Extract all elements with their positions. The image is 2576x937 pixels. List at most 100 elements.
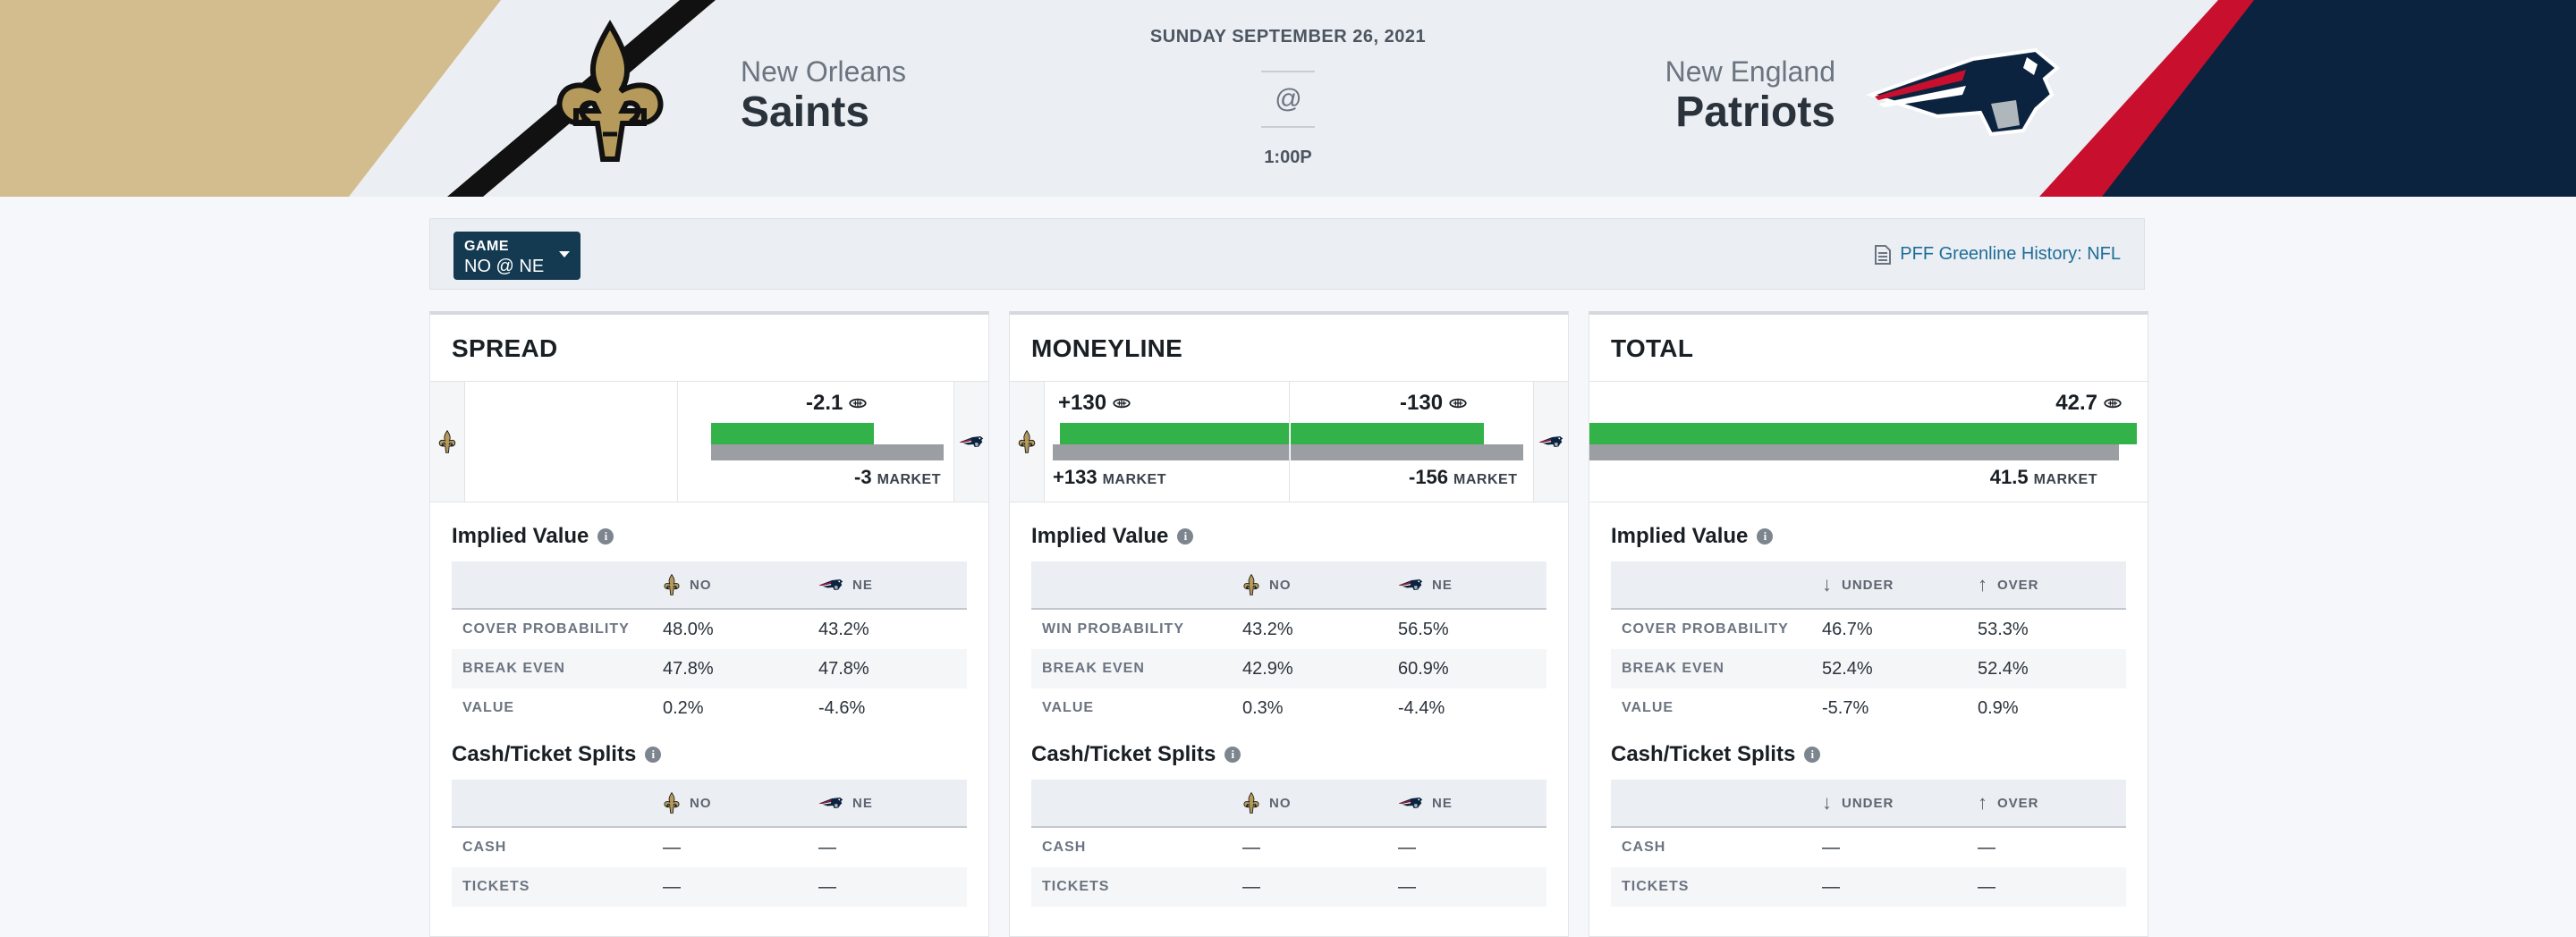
row-label: CASH <box>462 840 507 855</box>
market-label: MARKET <box>1453 472 1518 487</box>
table-row: CASH — — <box>1031 827 1546 867</box>
row-label: CASH <box>1622 840 1666 855</box>
info-icon[interactable]: i <box>1757 528 1774 544</box>
moneyline-title: MONEYLINE <box>1031 334 1183 362</box>
cell: 43.2% <box>1242 619 1293 639</box>
saints-logo-icon <box>1242 792 1260 814</box>
arrow-up-icon: ↑ <box>1978 573 1988 595</box>
table-row: COVER PROBABILITY 48.0% 43.2% <box>452 609 967 649</box>
implied-value-label: Implied Value <box>1031 524 1169 548</box>
col-home: NO <box>1269 795 1292 811</box>
game-header: New Orleans Saints SUNDAY SEPTEMBER 26, … <box>0 0 2576 197</box>
home-team-city: New Orleans <box>741 55 906 88</box>
moneyline-away-market: -156 MARKET <box>1409 466 1517 489</box>
cell: — <box>663 867 818 907</box>
table-row: BREAK EVEN 52.4% 52.4% <box>1611 649 2126 688</box>
market-label: MARKET <box>2033 472 2097 487</box>
cell: — <box>1822 837 1840 857</box>
info-icon[interactable]: i <box>1224 747 1241 763</box>
cell: 47.8% <box>818 649 967 688</box>
row-label: TICKETS <box>452 867 663 907</box>
moneyline-home-greenline-value: +130 <box>1058 391 1107 415</box>
cell: — <box>1978 837 1996 857</box>
info-icon[interactable]: i <box>597 528 614 544</box>
saints-logo-icon <box>556 20 664 162</box>
col-away: NE <box>1432 795 1453 811</box>
market-label: MARKET <box>1102 472 1166 487</box>
cell: 42.9% <box>1242 649 1398 688</box>
spread-implied-table: NO NE COVER PROBABILITY 48.0% 43.2% BREAK … <box>452 561 967 728</box>
arrow-down-icon: ↓ <box>1822 791 1833 814</box>
cell: — <box>818 837 836 857</box>
col-home: NO <box>690 795 712 811</box>
cell: 0.2% <box>663 697 704 718</box>
info-icon[interactable]: i <box>1177 528 1194 544</box>
cell: 53.3% <box>1978 619 2029 639</box>
home-team-banner <box>0 0 501 197</box>
game-info: SUNDAY SEPTEMBER 26, 2021 @ 1:00P <box>1109 27 1467 168</box>
info-icon[interactable]: i <box>1804 747 1821 763</box>
saints-logo-icon <box>1010 382 1045 502</box>
spread-splits-table: NO NE CASH — — TICKETS — — <box>452 780 967 907</box>
saints-logo-icon <box>1242 574 1260 595</box>
row-label: VALUE <box>462 700 515 715</box>
patriots-logo-icon <box>1866 47 2061 137</box>
table-row: COVER PROBABILITY 46.7% 53.3% <box>1611 609 2126 649</box>
game-time: 1:00P <box>1264 148 1312 167</box>
arrow-down-icon: ↓ <box>1822 573 1833 595</box>
patriots-logo-icon <box>1398 797 1423 809</box>
row-label: BREAK EVEN <box>1031 649 1242 688</box>
moneyline-home-greenline: +130 <box>1058 391 1131 416</box>
total-market-value: 41.5 <box>1989 466 2029 488</box>
cell: -4.4% <box>1398 697 1445 718</box>
info-icon[interactable]: i <box>645 747 662 763</box>
table-row: TICKETS — — <box>1031 867 1546 907</box>
spread-market-value: -3 <box>854 466 872 488</box>
table-row: VALUE 0.3% -4.4% <box>1031 688 1546 728</box>
col-under: UNDER <box>1842 795 1894 811</box>
cell: -4.6% <box>818 697 866 718</box>
row-label: TICKETS <box>1031 867 1242 907</box>
moneyline-card: MONEYLINE +130 +133 MARKET -130 -156 MARKE… <box>1009 311 1569 937</box>
cell: 48.0% <box>663 619 714 639</box>
splits-label: Cash/Ticket Splits <box>1031 742 1216 766</box>
table-row: CASH — — <box>452 827 967 867</box>
patriots-logo-icon <box>1398 578 1423 591</box>
cell: 56.5% <box>1398 619 1449 639</box>
total-odds: 42.7 41.5 MARKET <box>1589 381 2148 502</box>
row-label: BREAK EVEN <box>452 649 663 688</box>
cell: 0.9% <box>1978 697 2019 718</box>
away-team-name: Patriots <box>1675 89 1835 136</box>
col-away: NE <box>1432 577 1453 593</box>
col-home: NO <box>690 577 712 593</box>
row-label: BREAK EVEN <box>1611 649 1822 688</box>
spread-title: SPREAD <box>452 334 558 362</box>
table-row: TICKETS — — <box>1611 867 2126 907</box>
greenline-icon <box>1448 397 1468 409</box>
cell: — <box>1978 867 2126 907</box>
saints-logo-icon <box>430 382 465 502</box>
implied-value-title: Implied Value i <box>1611 524 1774 549</box>
caret-down-icon <box>559 251 570 257</box>
greenline-icon <box>1112 397 1131 409</box>
market-label: MARKET <box>877 472 941 487</box>
row-label: COVER PROBABILITY <box>462 621 630 637</box>
game-date: SUNDAY SEPTEMBER 26, 2021 <box>1149 27 1427 46</box>
moneyline-splits-table: NO NE CASH — — TICKETS — — <box>1031 780 1546 907</box>
total-greenline-bar <box>1589 423 2137 444</box>
total-title: TOTAL <box>1611 334 1694 362</box>
greenline-history-link[interactable]: PFF Greenline History: NFL <box>1875 244 2121 265</box>
moneyline-home-greenline-bar <box>1060 423 1289 444</box>
col-over: OVER <box>1997 795 2039 811</box>
table-row: VALUE 0.2% -4.6% <box>452 688 967 728</box>
moneyline-away-market-value: -156 <box>1409 466 1449 488</box>
game-select[interactable]: GAME NO @ NE <box>453 232 580 280</box>
cell: 47.8% <box>663 649 818 688</box>
cell: — <box>1398 867 1546 907</box>
splits-title: Cash/Ticket Splits i <box>452 742 662 767</box>
cell: 60.9% <box>1398 649 1546 688</box>
row-label: WIN PROBABILITY <box>1042 621 1184 637</box>
cell: — <box>1242 837 1260 857</box>
total-greenline-value: 42.7 <box>2055 391 2097 415</box>
table-row: VALUE -5.7% 0.9% <box>1611 688 2126 728</box>
